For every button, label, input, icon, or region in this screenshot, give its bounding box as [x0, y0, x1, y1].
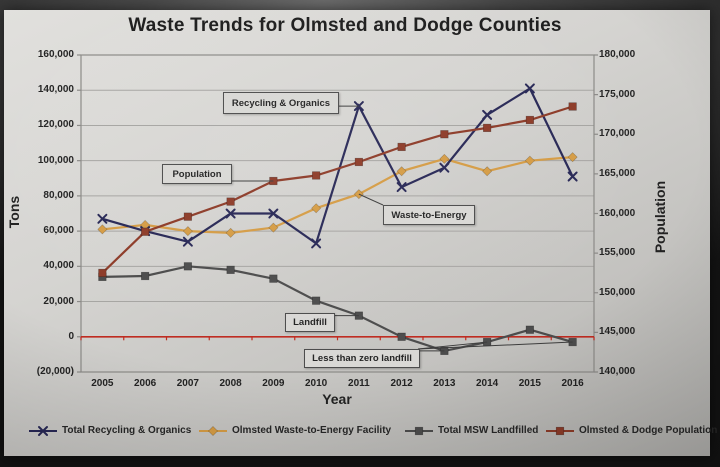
y-left-tick-label: (20,000): [36, 366, 74, 377]
chart-paper: [4, 10, 710, 456]
x-tick-label: 2009: [262, 378, 285, 389]
legend-item-label: Olmsted Waste-to-Energy Facility: [232, 425, 392, 436]
legend-marker-diamond-icon: [199, 425, 227, 436]
annotation-waste-to-energy: Waste-to-Energy: [383, 205, 475, 225]
y-left-tick-label: 40,000: [43, 260, 74, 272]
y-right-tick-label: 150,000: [599, 286, 636, 298]
y-right-tick-label: 180,000: [599, 49, 636, 60]
legend-item-olmsted-dodge-population: Olmsted & Dodge Population: [545, 423, 717, 438]
series-line-total-msw-landfilled: [102, 265, 573, 353]
annotation-population: Population: [162, 164, 232, 184]
legend-marker-x-icon: [29, 425, 57, 436]
x-tick-label: 2005: [91, 378, 114, 389]
x-tick-label: 2014: [476, 378, 499, 389]
series-line-olmsted-dodge-population: [101, 105, 573, 274]
y-right-tick-label: 145,000: [599, 326, 636, 338]
x-tick-label: 2010: [305, 378, 328, 389]
legend-marker-square-icon: [405, 426, 433, 435]
annotation-leader: [417, 341, 573, 350]
annotation-leader: [417, 341, 488, 350]
y-right-tick-label: 175,000: [599, 88, 636, 100]
y-right-tick-label: 170,000: [599, 128, 636, 140]
series-line-olmsted-waste-to-energy-facility: [102, 156, 573, 235]
legend-item-label: Total Recycling & Organics: [62, 425, 192, 436]
y-left-tick-label: 160,000: [37, 49, 74, 60]
y-left-tick-label: 100,000: [37, 154, 74, 166]
x-tick-label: 2006: [134, 378, 157, 389]
annotation-landfill: Landfill: [285, 313, 335, 332]
x-axis-title-year: Year: [322, 391, 352, 407]
chart-title: Waste Trends for Olmsted and Dodge Count…: [128, 15, 562, 36]
y-left-tick-label: 60,000: [43, 225, 74, 237]
x-tick-label: 2011: [348, 378, 370, 389]
y-left-tick-label: 140,000: [37, 84, 74, 96]
y-right-tick-label: 140,000: [599, 366, 636, 377]
x-tick-label: 2012: [390, 378, 413, 389]
y-right-tick-label: 160,000: [599, 207, 636, 219]
x-tick-label: 2013: [433, 378, 456, 389]
x-tick-label: 2007: [176, 378, 199, 389]
series-markers-olmsted-waste-to-energy-facility: [97, 152, 578, 238]
annotation-leader: [358, 193, 384, 206]
y-left-tick-label: 20,000: [43, 295, 74, 307]
legend-item-total-recycling-organics: Total Recycling & Organics: [28, 423, 191, 438]
series-line-total-recycling-organics: [102, 86, 574, 246]
legend-item-label: Total MSW Landfilled: [438, 425, 539, 436]
y-right-tick-label: 155,000: [599, 247, 636, 259]
x-tick-label: 2015: [518, 378, 541, 389]
annotation-recycling-organics: Recycling & Organics: [223, 92, 339, 114]
y-right-tick-label: 165,000: [599, 167, 636, 179]
legend-item-olmsted-waste-to-energy-facility: Olmsted Waste-to-Energy Facility: [198, 423, 391, 438]
legend-item-total-msw-landfilled: Total MSW Landfilled: [404, 423, 538, 438]
y-left-tick-label: 80,000: [43, 189, 74, 201]
legend-marker-square-icon: [546, 426, 574, 435]
legend-item-label: Olmsted & Dodge Population: [579, 425, 718, 436]
y-left-tick-label: 0: [68, 330, 74, 342]
x-tick-label: 2016: [561, 378, 584, 389]
annotation-less-than-zero-landfill: Less than zero landfill: [304, 349, 420, 368]
y-left-tick-label: 120,000: [37, 119, 74, 131]
x-tick-label: 2008: [219, 378, 242, 389]
